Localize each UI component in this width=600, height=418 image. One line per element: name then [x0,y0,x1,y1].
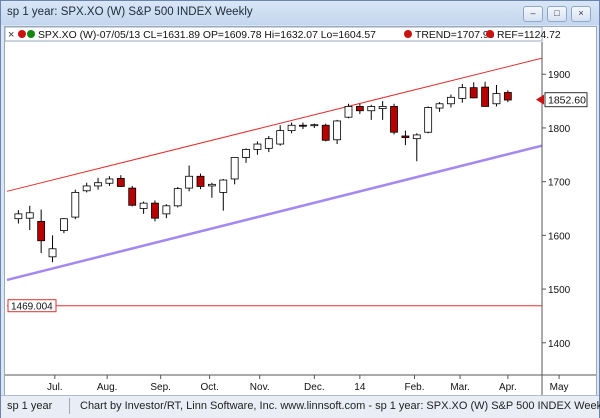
axes: 1400 1500 1600 1700 1800 1900 Jul. Aug. Sep. Oct.… [5,42,596,395]
candle-body [25,212,34,219]
candle-body [401,135,410,139]
restore-button[interactable]: □ [547,6,567,22]
x-tick-label: Mar. [450,382,469,393]
close-button[interactable]: × [571,6,591,22]
candle-body [105,178,114,184]
candles [14,81,512,263]
candle-body [71,191,80,218]
candle-body [196,175,205,187]
legend-close-icon[interactable]: × [8,29,14,41]
candle-body [151,202,159,219]
minimize-button[interactable]: – [523,6,543,22]
candlestick-chart[interactable]: 1469.004 1400 1500 1600 1700 1800 1900 Jul. Aug… [5,27,596,395]
x-tick-label: Oct. [200,382,218,393]
candle-body [219,179,228,193]
x-tick-label: Apr. [499,382,517,393]
x-tick-label: Jul. [47,382,63,393]
candle-body [230,157,239,180]
indicator-lines: 1469.004 [6,57,543,313]
y-tick-label: 1600 [548,231,571,242]
legend-dot-green [27,30,35,38]
candle-body [492,93,501,105]
status-separator [69,398,70,414]
legend-trend-dot [404,30,412,38]
candle-body [82,185,91,192]
candle-body [264,138,273,149]
candle-body [503,92,512,101]
title-bar[interactable]: sp 1 year: SPX.XO (W) S&P 500 INDEX Week… [1,1,599,25]
candle-body [447,96,455,105]
candle-body [60,218,68,231]
candle-body [14,213,23,220]
status-right: Chart by Investor/RT, Linn Software, Inc… [80,400,600,412]
candle-body [310,124,319,127]
candle-body [37,220,46,242]
candle-body [116,178,125,187]
candle-body [173,188,182,207]
candle-body [424,107,433,133]
candle-body [469,87,478,99]
x-tick-label: Aug. [97,382,118,393]
candle-body [378,106,387,110]
candle-body [242,149,250,158]
status-bar: sp 1 year Chart by Investor/RT, Linn Sof… [1,395,600,418]
x-tick-label: Nov. [250,382,270,393]
x-tick-label: Dec. [304,382,325,393]
x-tick-label: May [550,382,569,393]
candle-body [276,130,285,145]
status-left: sp 1 year [7,400,53,412]
y-tick-label: 1500 [548,285,571,296]
x-tick-label: Sep. [150,382,171,393]
x-tick-label: Feb. [405,382,425,393]
chart-panel[interactable]: 1469.004 1400 1500 1600 1700 1800 1900 Jul. Aug… [4,26,597,396]
candle-body [435,103,444,109]
candle-body [207,183,216,187]
legend-ticker-text: SPX.XO (W)-07/05/13 CL=1631.89 OP=1609.7… [38,30,376,41]
candle-body [128,187,137,206]
candle-body [139,202,148,209]
reference-label: 1469.004 [11,302,53,313]
y-tick-label: 1900 [548,70,571,81]
legend-ref-dot [486,30,494,38]
candle-body [185,175,194,189]
last-price-box [544,92,588,108]
candle-body [253,143,262,150]
candle-body [367,106,376,112]
legend-trend-text: TREND=1707.90 [415,30,495,41]
window-title: sp 1 year: SPX.XO (W) S&P 500 INDEX Week… [7,6,253,18]
legend-ref-text: REF=1124.72 [497,30,561,41]
y-tick-label: 1800 [548,124,571,135]
candle-body [333,120,342,141]
candle-body [162,205,171,215]
chart-legend: × SPX.XO (W)-07/05/13 CL=1631.89 OP=1609… [5,27,561,42]
legend-dot-red [18,30,26,38]
last-price-arrow [536,94,544,105]
candle-body [355,106,364,112]
candle-body [94,182,102,187]
lower-channel-line [6,144,543,282]
y-tick-label: 1400 [548,339,571,350]
candle-body [458,87,467,99]
candle-body [412,134,421,140]
y-tick-label: 1700 [548,178,571,189]
candle-body [481,86,489,107]
reference-label-box [7,299,57,313]
upper-channel-line [6,57,543,192]
candle-body [48,248,57,258]
candle-body [287,124,296,132]
candle-body [344,106,353,118]
last-price-label: 1852.60 [548,95,586,107]
candle-body [321,124,330,141]
candle-body [299,124,307,127]
x-tick-label: 14 [354,382,366,393]
candle-body [390,106,398,133]
